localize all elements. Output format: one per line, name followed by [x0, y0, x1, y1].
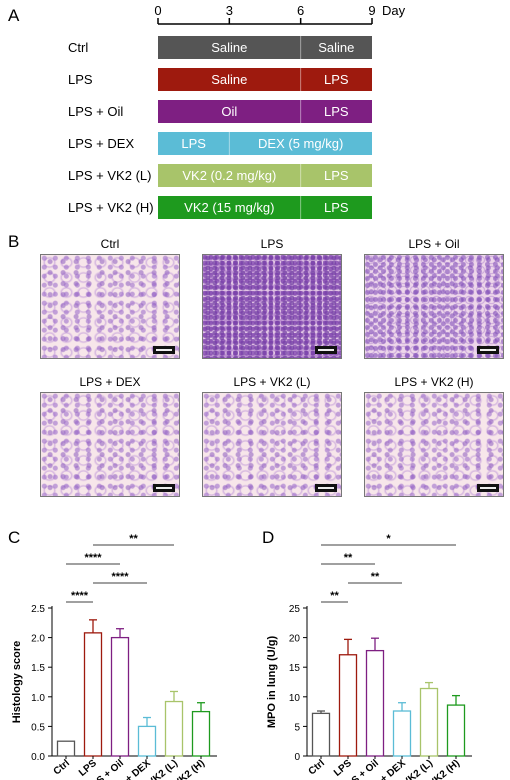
timeline-group-label: LPS + DEX [68, 136, 134, 151]
x-tick-label: LPS [77, 758, 99, 779]
scale-bar [477, 484, 499, 492]
timeline-unit-label: Day [382, 3, 406, 18]
timeline-segment-label: LPS [324, 168, 349, 183]
timeline-group-label: LPS [68, 72, 93, 87]
lung-histology-micrograph [202, 254, 342, 359]
y-tick-label: 15 [289, 663, 301, 674]
timeline-group-label: LPS + VK2 (H) [68, 200, 154, 215]
significance-label: ** [330, 590, 339, 602]
y-tick-label: 20 [289, 634, 301, 645]
micrograph-title: LPS + VK2 (H) [394, 375, 474, 389]
y-tick-label: 0 [294, 752, 300, 763]
timeline-segment [158, 68, 301, 91]
bar [83, 632, 103, 757]
bar [164, 700, 184, 757]
bar [392, 710, 412, 757]
timeline-segment [158, 164, 301, 187]
timeline-segment [158, 132, 230, 155]
timeline-segment-label: DEX (5 mg/kg) [258, 136, 343, 151]
bar [191, 710, 211, 757]
timeline-group-label: LPS + Oil [68, 104, 123, 119]
timeline-tick-label: 6 [297, 3, 304, 18]
timeline-segment [300, 68, 372, 91]
timeline-segment-label: LPS [181, 136, 206, 151]
y-axis-label: MPO in lung (U/g) [266, 636, 278, 729]
y-tick-label: 2.5 [31, 604, 45, 615]
timeline-group-label: LPS + VK2 (L) [68, 168, 151, 183]
bar [446, 704, 466, 757]
lung-histology-micrograph [40, 254, 180, 359]
timeline-segment [229, 132, 372, 155]
timeline-group-label: Ctrl [68, 40, 88, 55]
timeline-segment-label: Saline [318, 40, 354, 55]
lung-histology-micrograph [202, 392, 342, 497]
x-tick-label: LPS [332, 758, 354, 779]
panel-label-d: D [262, 528, 275, 547]
scale-bar [477, 346, 499, 354]
timeline-segment [158, 196, 301, 219]
timeline-segment [300, 164, 372, 187]
micrograph-title: LPS [260, 237, 284, 251]
significance-label: **** [111, 571, 129, 583]
panel-label-b: B [8, 232, 20, 251]
significance-label: ** [371, 571, 380, 583]
timeline-segment [300, 196, 372, 219]
treatment-timeline: 0 3 6 9 Day Ctrl Saline Saline LPS Saline LPS LPS +… [68, 3, 406, 219]
panel-label-c: C [8, 528, 21, 547]
timeline-segment-label: Saline [211, 72, 247, 87]
timeline-segment-label: LPS [324, 72, 349, 87]
timeline-tick-label: 3 [226, 3, 233, 18]
bar [365, 649, 385, 757]
timeline-segment-label: VK2 (15 mg/kg) [184, 200, 274, 215]
bar [56, 740, 76, 757]
micrograph-title: LPS + VK2 (L) [233, 375, 311, 389]
timeline-segment [158, 100, 301, 123]
y-tick-label: 25 [289, 604, 301, 615]
significance-label: **** [71, 590, 89, 602]
significance-label: * [386, 533, 391, 545]
micrograph-title: Ctrl [100, 237, 120, 251]
scale-bar [315, 346, 337, 354]
lung-histology-micrograph [40, 392, 180, 497]
timeline-segment [300, 100, 372, 123]
y-tick-label: 1.5 [31, 663, 45, 674]
y-tick-label: 1.0 [31, 693, 45, 704]
micrograph-title: LPS + DEX [79, 375, 141, 389]
bar [110, 636, 130, 757]
timeline-segment-label: Saline [211, 40, 247, 55]
timeline-segment-label: Oil [221, 104, 237, 119]
significance-label: **** [84, 552, 102, 564]
y-tick-label: 0.0 [31, 752, 45, 763]
timeline-segment-label: VK2 (0.2 mg/kg) [182, 168, 276, 183]
scale-bar [153, 484, 175, 492]
y-tick-label: 10 [289, 693, 301, 704]
scale-bar [153, 346, 175, 354]
histology-score-chart: 0.0 0.5 1.0 1.5 2.0 2.5 Histology score Ctrl LPS… [11, 533, 217, 780]
lung-histology-micrograph [364, 254, 504, 359]
bar [311, 712, 331, 757]
y-tick-label: 0.5 [31, 722, 45, 733]
scale-bar [315, 484, 337, 492]
timeline-segment-label: LPS [324, 200, 349, 215]
lung-histology-micrograph [364, 392, 504, 497]
bar [338, 654, 358, 757]
y-tick-label: 2.0 [31, 634, 45, 645]
timeline-tick-label: 9 [368, 3, 375, 18]
micrograph-title: LPS + Oil [408, 237, 460, 251]
timeline-segment [158, 36, 301, 59]
timeline-tick-label: 0 [154, 3, 161, 18]
timeline-segment [300, 36, 372, 59]
bar [137, 725, 157, 757]
y-axis-label: Histology score [11, 641, 23, 724]
bar [419, 687, 439, 757]
x-tick-label: Ctrl [52, 758, 72, 778]
x-tick-label: Ctrl [307, 758, 327, 778]
y-tick-label: 5 [294, 722, 300, 733]
significance-label: ** [129, 533, 138, 545]
panel-label-a: A [8, 6, 20, 25]
timeline-segment-label: LPS [324, 104, 349, 119]
significance-label: ** [344, 552, 353, 564]
